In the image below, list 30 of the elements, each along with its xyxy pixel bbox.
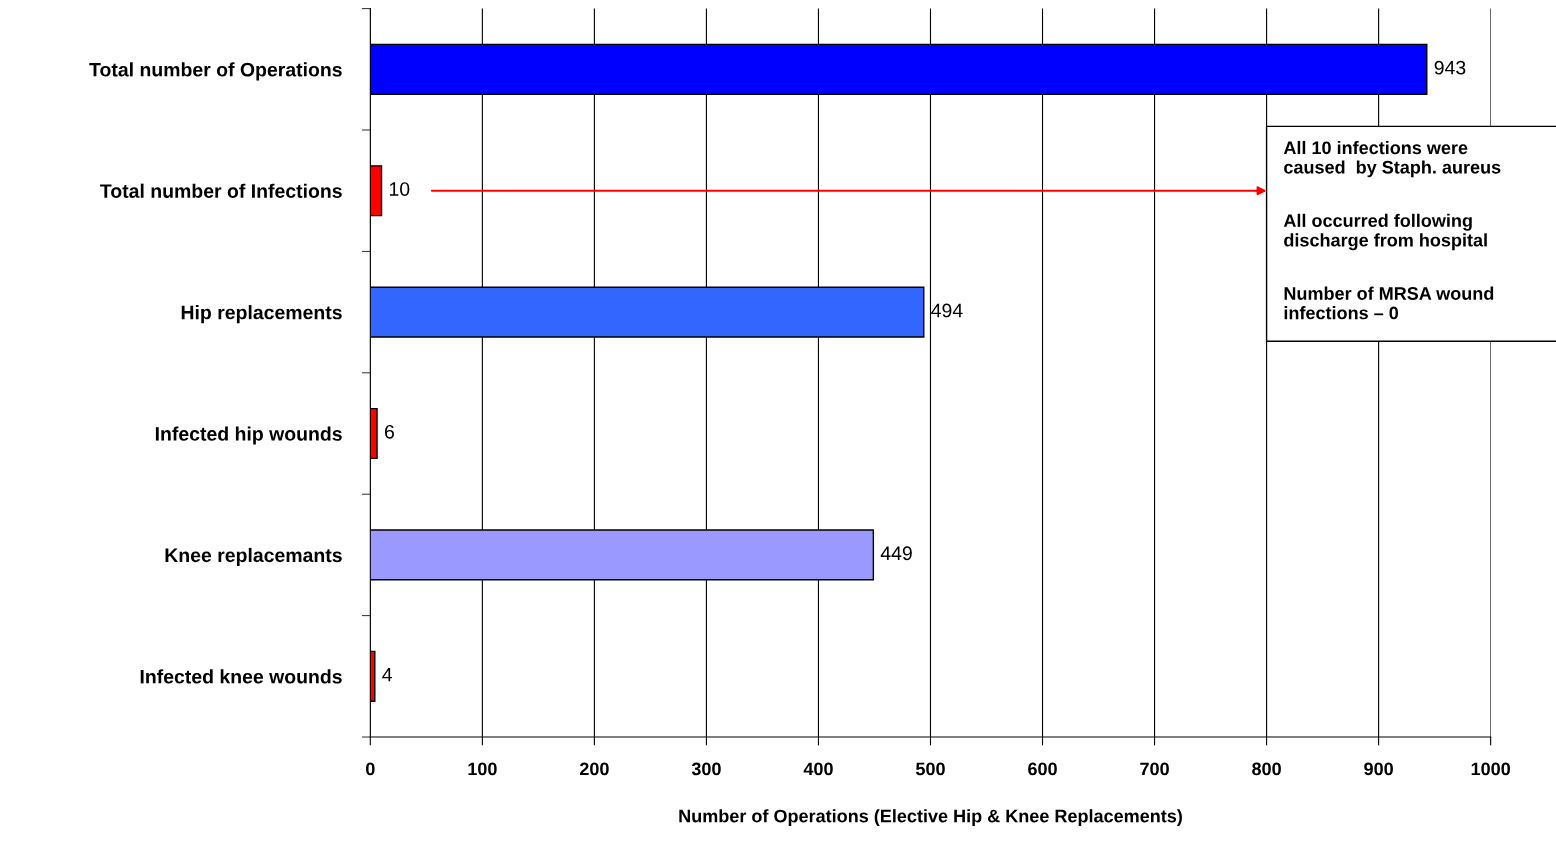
- x-axis-title: Number of Operations (Elective Hip & Knee Replacements): [679, 809, 1182, 826]
- data-label: 6: [384, 424, 394, 439]
- x-tick-label: 700: [1140, 762, 1169, 776]
- x-tick-label: 800: [1252, 762, 1281, 776]
- data-label: 4: [382, 667, 392, 682]
- x-tick-label: 200: [579, 762, 609, 776]
- x-tick-label: 500: [915, 762, 945, 776]
- y-tick-label: Infected hip wounds: [155, 426, 342, 445]
- y-tick-label: Total number of Operations: [89, 62, 342, 81]
- x-tick-label: 400: [803, 762, 833, 776]
- y-tick-label: Knee replacemants: [165, 547, 342, 566]
- annotation: Number of MRSA wound infections – 0: [1284, 286, 1494, 320]
- bar: [370, 650, 376, 702]
- annotation: All occurred following discharge from hospital: [1283, 213, 1487, 251]
- data-label: 10: [389, 182, 410, 196]
- x-tick-label: 900: [1364, 762, 1393, 776]
- x-tick-label: 0: [366, 762, 375, 776]
- bar: [370, 407, 378, 460]
- x-tick-label: 1000: [1471, 762, 1510, 776]
- x-tick-label: 100: [468, 762, 497, 776]
- data-label: 494: [931, 303, 963, 318]
- y-tick-label: Infected knee wounds: [140, 669, 342, 684]
- y-tick-label: Hip replacements: [181, 305, 342, 324]
- data-label: 449: [880, 546, 912, 561]
- x-tick-label: 600: [1028, 762, 1057, 776]
- data-label: 943: [1434, 60, 1466, 75]
- x-tick-label: 300: [691, 762, 721, 776]
- y-tick-label: Total number of Infections: [100, 183, 342, 198]
- bar: [370, 165, 383, 217]
- annotation: All 10 infections were caused by Staph. aureus: [1283, 140, 1501, 178]
